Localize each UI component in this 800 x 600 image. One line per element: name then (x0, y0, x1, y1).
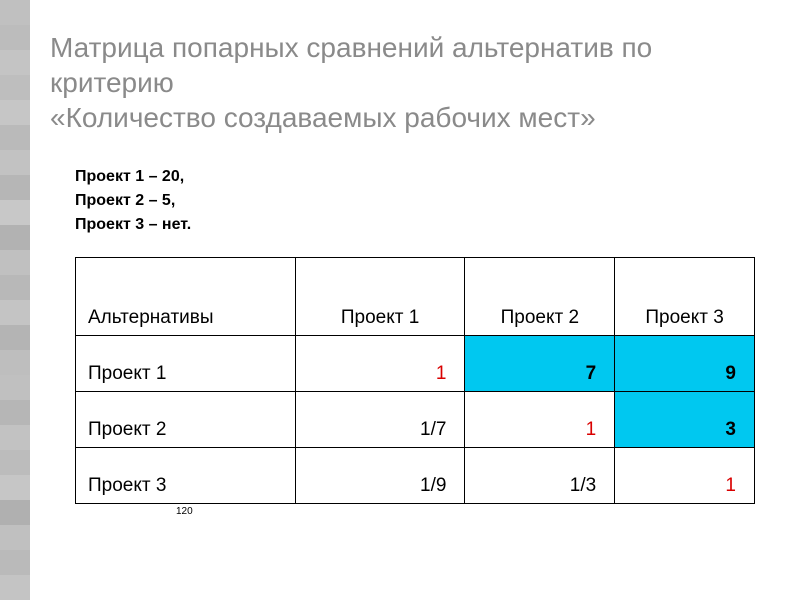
matrix-cell: 1/3 (465, 448, 615, 504)
project-2-info: Проект 2 – 5, (75, 189, 770, 213)
page-number: 120 (176, 506, 770, 517)
header-project-1: Проект 1 (295, 258, 465, 336)
slide-content: Матрица попарных сравнений альтернатив п… (0, 0, 800, 527)
row-label: Проект 1 (76, 336, 296, 392)
header-alternatives: Альтернативы (76, 258, 296, 336)
slide-title: Матрица попарных сравнений альтернатив п… (50, 30, 770, 135)
comparison-matrix-table: Альтернативы Проект 1 Проект 2 Проект 3 … (75, 257, 755, 504)
matrix-cell: 1/7 (295, 392, 465, 448)
title-line-2: «Количество создаваемых рабочих мест» (50, 102, 596, 133)
table-row: Проект 21/713 (76, 392, 755, 448)
project-3-info: Проект 3 – нет. (75, 213, 770, 237)
row-label: Проект 3 (76, 448, 296, 504)
project-1-info: Проект 1 – 20, (75, 165, 770, 189)
matrix-cell: 1/9 (295, 448, 465, 504)
table-row: Проект 1179 (76, 336, 755, 392)
sidebar-decoration (0, 0, 30, 600)
matrix-cell: 1 (295, 336, 465, 392)
header-project-3: Проект 3 (615, 258, 755, 336)
matrix-cell: 3 (615, 392, 755, 448)
matrix-cell: 9 (615, 336, 755, 392)
table-row: Проект 31/91/31 (76, 448, 755, 504)
matrix-cell: 1 (615, 448, 755, 504)
table-header-row: Альтернативы Проект 1 Проект 2 Проект 3 (76, 258, 755, 336)
title-line-1: Матрица попарных сравнений альтернатив п… (50, 32, 652, 98)
matrix-cell: 1 (465, 392, 615, 448)
matrix-cell: 7 (465, 336, 615, 392)
header-project-2: Проект 2 (465, 258, 615, 336)
projects-info: Проект 1 – 20, Проект 2 – 5, Проект 3 – … (75, 165, 770, 237)
row-label: Проект 2 (76, 392, 296, 448)
